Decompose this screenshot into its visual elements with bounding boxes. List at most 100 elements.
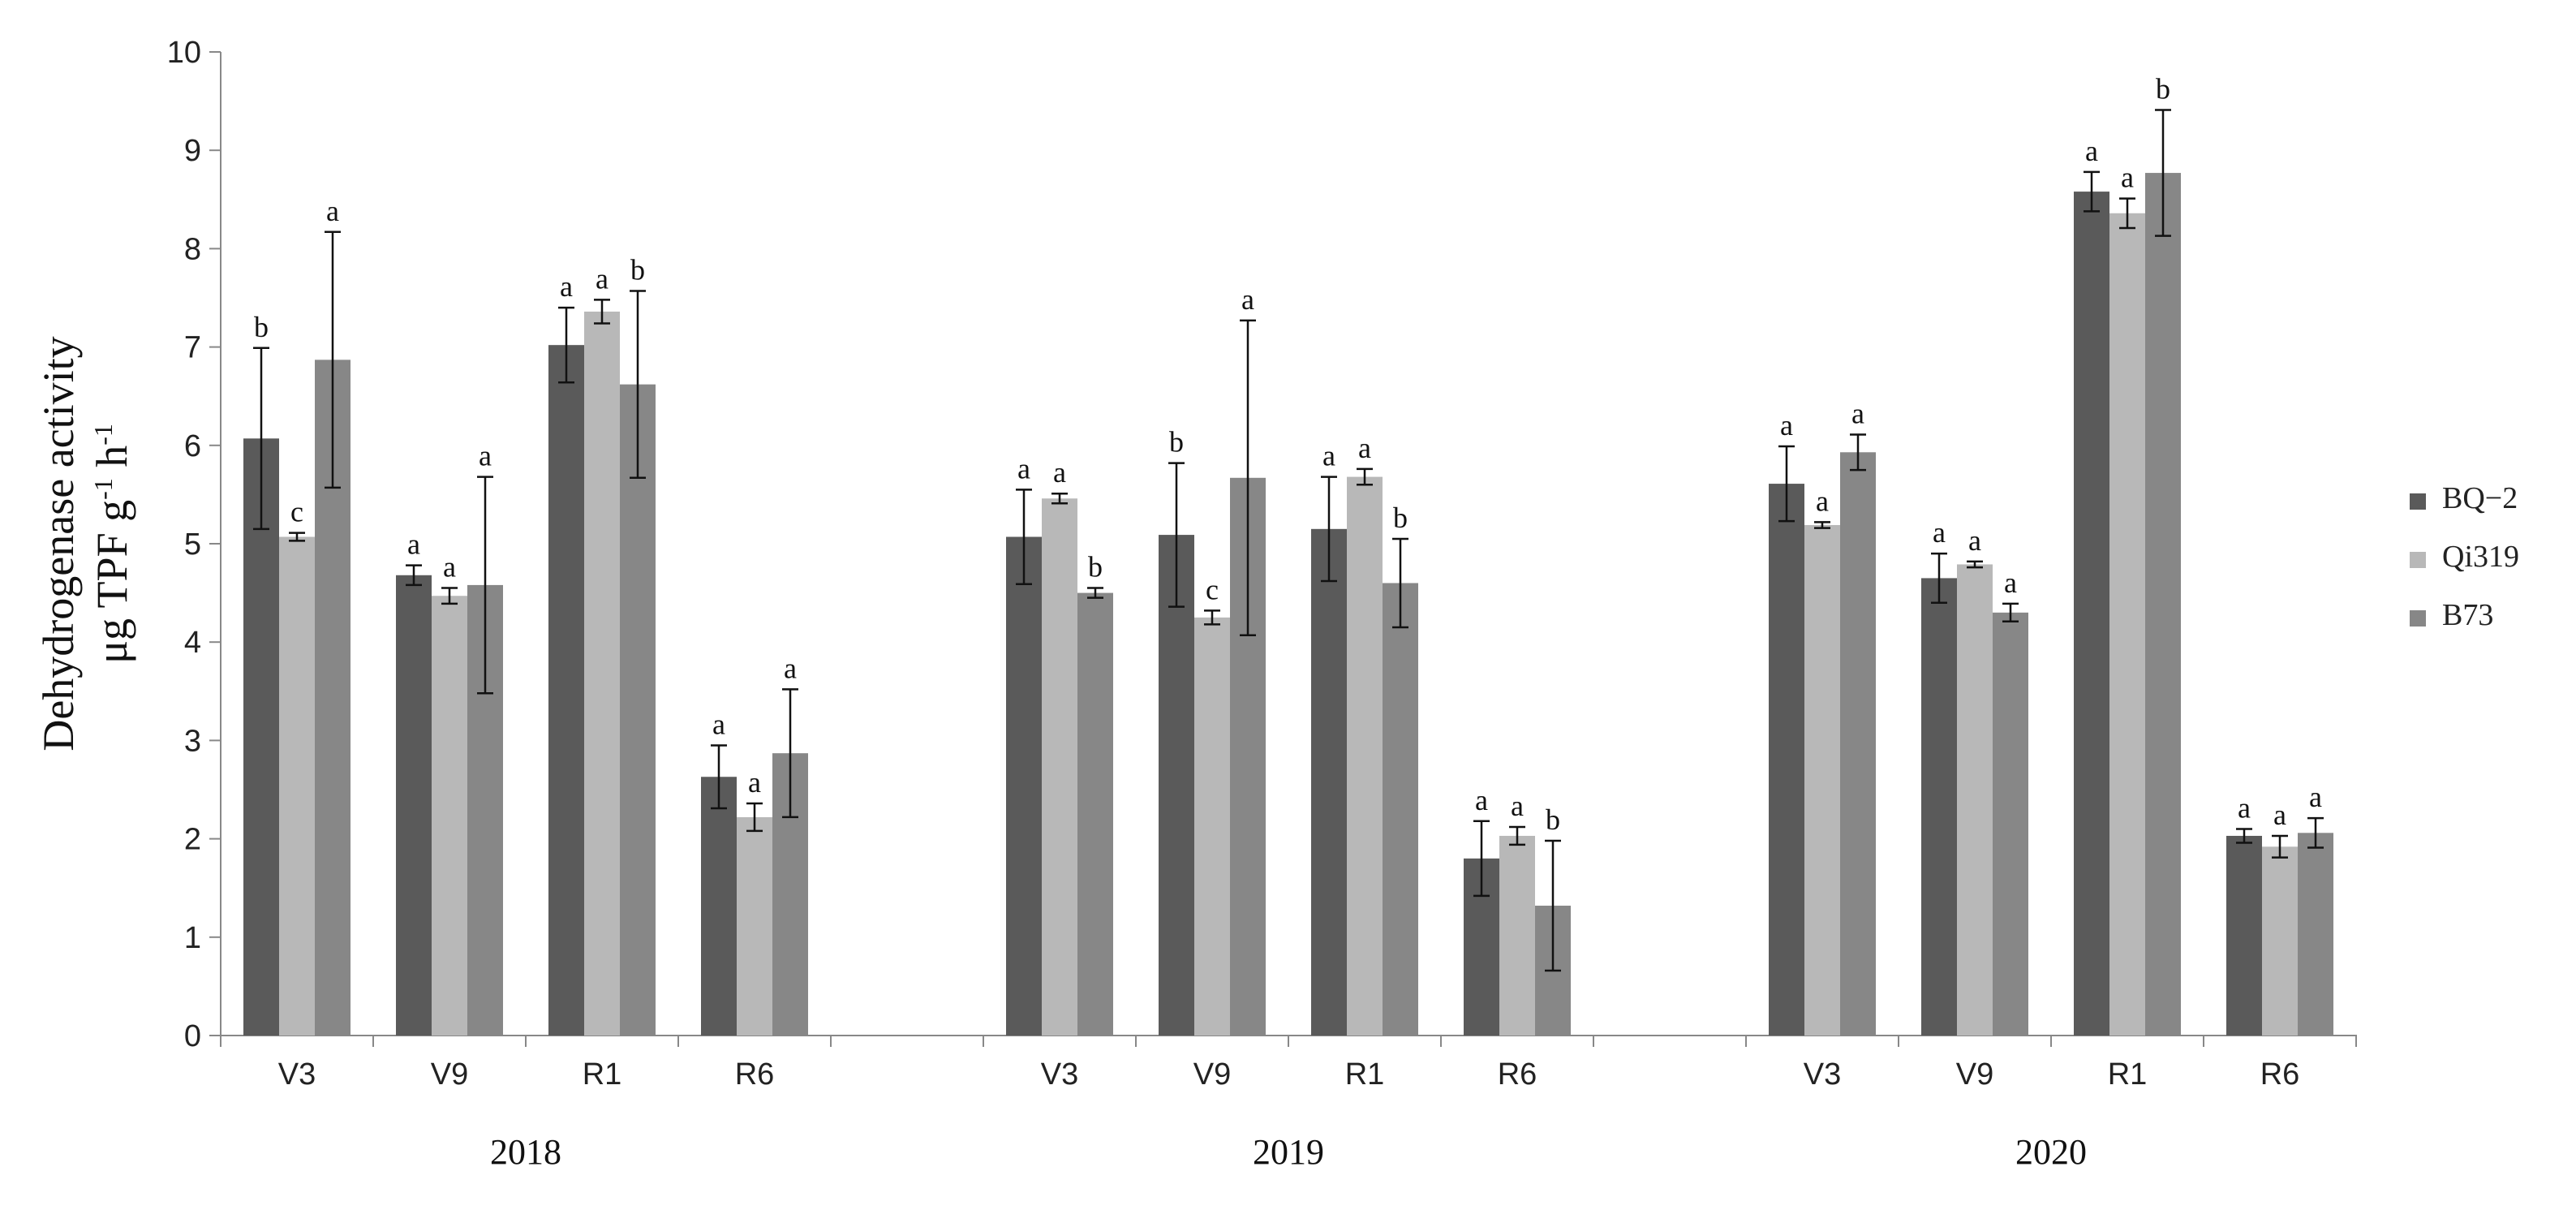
y-axis-title-line2: μg TPF g-1 h-1 — [88, 424, 136, 664]
significance-letter: a — [2273, 799, 2286, 831]
significance-letter: a — [443, 551, 456, 583]
y-axis-title-sup: -1 — [88, 424, 118, 446]
bar-2020-R6-BQ−2 — [2226, 835, 2262, 1036]
bar-2019-V3-Qi319 — [1042, 498, 1077, 1036]
bar-2019-R1-BQ−2 — [1311, 528, 1347, 1036]
legend-swatch — [2410, 552, 2426, 568]
significance-letter: a — [784, 652, 797, 684]
significance-letter: b — [254, 311, 269, 343]
y-tick-label: 4 — [184, 626, 201, 660]
group-label: 2020 — [2015, 1132, 2087, 1172]
legend-label: B73 — [2442, 598, 2493, 632]
significance-letter: b — [2156, 73, 2170, 105]
legend: BQ−2 Qi319 B73 — [2410, 481, 2519, 632]
bar-2020-V9-BQ−2 — [1921, 578, 1957, 1036]
bar-2018-R1-BQ−2 — [548, 345, 584, 1036]
significance-letter: a — [1968, 524, 1981, 557]
bar-2019-V9-Qi319 — [1194, 617, 1230, 1036]
bar-2018-V3-Qi319 — [279, 536, 315, 1036]
bar-2020-R1-B73 — [2145, 173, 2181, 1036]
bar-2018-V3-BQ−2 — [243, 438, 279, 1036]
bar-2020-R1-Qi319 — [2109, 213, 2145, 1036]
y-tick-label: 9 — [184, 134, 201, 168]
y-tick-label: 0 — [184, 1019, 201, 1053]
bar-2020-R6-Qi319 — [2262, 846, 2298, 1036]
error-bars — [253, 109, 2324, 972]
x-tick-label: R6 — [2260, 1057, 2300, 1092]
significance-letter: b — [1393, 502, 1408, 534]
bar-2018-R1-B73 — [620, 384, 656, 1036]
significance-letter: a — [1322, 440, 1335, 472]
y-axis-title-part: μg TPF g — [88, 500, 136, 664]
y-axis-title-line1: Dehydrogenase activity — [34, 336, 83, 751]
y-tick-label: 3 — [184, 724, 201, 758]
x-tick-label: R1 — [1345, 1057, 1385, 1092]
significance-letter: a — [326, 195, 339, 227]
significance-letter: a — [1933, 516, 1946, 549]
significance-letter: a — [2004, 566, 2017, 599]
x-tick-label: R1 — [583, 1057, 622, 1092]
group-label: 2018 — [490, 1132, 561, 1172]
bar-2019-R1-B73 — [1383, 583, 1418, 1036]
x-tick-label: V9 — [1193, 1057, 1231, 1092]
significance-letter: a — [1053, 456, 1066, 489]
significance-letter: a — [2121, 161, 2134, 194]
x-tick-label: R6 — [1498, 1057, 1537, 1092]
bars — [243, 173, 2333, 1036]
x-tick-label: R1 — [2108, 1057, 2148, 1092]
legend-swatch — [2410, 493, 2426, 510]
bar-2020-R6-B73 — [2298, 833, 2333, 1036]
y-tick-label: 1 — [184, 921, 201, 955]
y-tick-label: 10 — [167, 36, 201, 70]
bar-2020-R1-BQ−2 — [2074, 192, 2109, 1036]
significance-letter: a — [1475, 784, 1488, 816]
bar-2018-V9-BQ−2 — [396, 575, 432, 1036]
legend-label: Qi319 — [2442, 540, 2519, 574]
significance-letter: c — [1206, 573, 1219, 605]
significance-letter: a — [1511, 790, 1524, 822]
significance-letter: b — [630, 254, 645, 286]
significance-letter: a — [596, 262, 609, 295]
x-tick-label: V9 — [431, 1057, 468, 1092]
bar-2020-V3-Qi319 — [1804, 524, 1840, 1036]
y-tick-label: 5 — [184, 527, 201, 562]
significance-letter: a — [1017, 452, 1030, 484]
x-tick-label: R6 — [735, 1057, 775, 1092]
x-tick-label: V9 — [1956, 1057, 1993, 1092]
y-axis-title-sup: -1 — [88, 478, 118, 500]
significance-letter: b — [1169, 426, 1184, 459]
bar-2020-V3-B73 — [1840, 452, 1876, 1036]
bar-2018-R6-Qi319 — [737, 816, 772, 1036]
y-tick-label: 8 — [184, 232, 201, 266]
y-axis-title-part: h — [88, 446, 136, 479]
bar-2018-R6-BQ−2 — [701, 777, 737, 1036]
y-axis-label: Dehydrogenase activity μg TPF g-1 h-1 — [34, 336, 136, 751]
legend-swatch — [2410, 610, 2426, 627]
bar-2019-R6-Qi319 — [1499, 835, 1535, 1036]
bar-2019-V3-B73 — [1077, 592, 1113, 1036]
x-tick-label: V3 — [1041, 1057, 1078, 1092]
significance-letter: a — [560, 270, 573, 303]
x-tick-label: V3 — [278, 1057, 316, 1092]
y-tick-label: 2 — [184, 823, 201, 857]
significance-letter: a — [2309, 781, 2322, 813]
bar-2019-R1-Qi319 — [1347, 476, 1383, 1036]
significance-letter: a — [407, 528, 420, 561]
significance-letter: a — [2238, 791, 2251, 824]
significance-letter: a — [1241, 283, 1254, 316]
significance-letter: c — [290, 496, 303, 528]
bar-2018-V9-Qi319 — [432, 596, 467, 1036]
significance-letter: a — [1358, 432, 1371, 464]
significance-letter: b — [1088, 551, 1103, 583]
significance-letter: a — [1816, 484, 1829, 517]
bar-2020-V9-B73 — [1993, 612, 2028, 1036]
x-axis-labels: V3 V9 R1 R6 2018 V3 V9 R1 R6 2019 V3 V9 R1 R6 2020 — [278, 1057, 2300, 1172]
y-tick-label: 6 — [184, 429, 201, 463]
bar-2020-V3-BQ−2 — [1769, 484, 1804, 1036]
x-tick-label: V3 — [1804, 1057, 1841, 1092]
significance-letter: a — [1780, 409, 1793, 441]
significance-letter: a — [748, 766, 761, 799]
legend-label: BQ−2 — [2442, 481, 2518, 515]
